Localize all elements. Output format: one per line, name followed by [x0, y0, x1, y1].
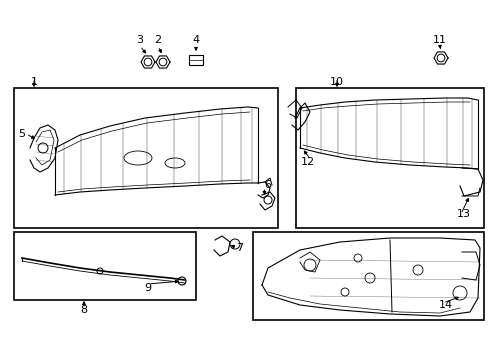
Text: 9: 9 — [144, 283, 151, 293]
Bar — [252, 232, 483, 320]
Text: 13: 13 — [456, 209, 470, 219]
Text: 5: 5 — [19, 129, 25, 139]
Text: 11: 11 — [432, 35, 446, 45]
Text: 1: 1 — [30, 77, 38, 87]
Text: 3: 3 — [136, 35, 143, 45]
Bar — [189, 55, 203, 65]
Text: 8: 8 — [80, 305, 87, 315]
Text: 6: 6 — [264, 180, 271, 190]
Text: 7: 7 — [236, 243, 243, 253]
Bar — [14, 232, 196, 300]
Text: 14: 14 — [438, 300, 452, 310]
Bar — [14, 88, 278, 228]
Text: 10: 10 — [329, 77, 343, 87]
Text: 4: 4 — [192, 35, 199, 45]
Text: 2: 2 — [154, 35, 161, 45]
Bar — [295, 88, 483, 228]
Text: 12: 12 — [300, 157, 314, 167]
